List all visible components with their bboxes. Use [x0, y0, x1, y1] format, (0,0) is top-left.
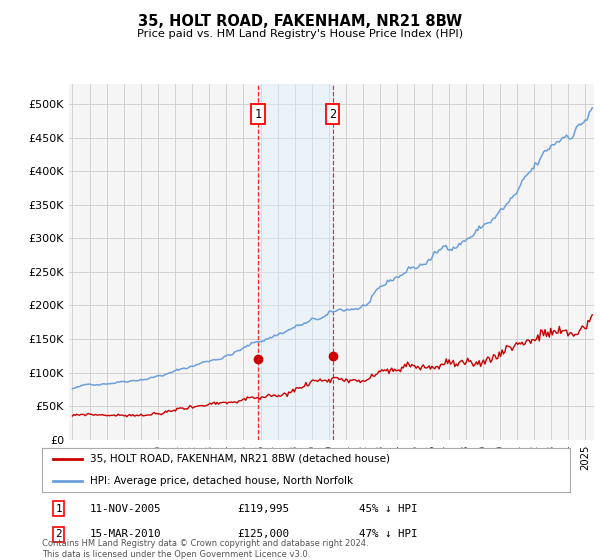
- Text: £119,995: £119,995: [238, 503, 289, 514]
- Text: 45% ↓ HPI: 45% ↓ HPI: [359, 503, 418, 514]
- Text: 47% ↓ HPI: 47% ↓ HPI: [359, 529, 418, 539]
- Text: 2: 2: [55, 529, 62, 539]
- Text: 2: 2: [329, 108, 336, 121]
- Text: Price paid vs. HM Land Registry's House Price Index (HPI): Price paid vs. HM Land Registry's House …: [137, 29, 463, 39]
- Text: 35, HOLT ROAD, FAKENHAM, NR21 8BW (detached house): 35, HOLT ROAD, FAKENHAM, NR21 8BW (detac…: [89, 454, 389, 464]
- Text: £125,000: £125,000: [238, 529, 289, 539]
- Text: HPI: Average price, detached house, North Norfolk: HPI: Average price, detached house, Nort…: [89, 476, 353, 486]
- Bar: [259, 84, 332, 440]
- Text: Contains HM Land Registry data © Crown copyright and database right 2024.
This d: Contains HM Land Registry data © Crown c…: [42, 539, 368, 559]
- Text: 1: 1: [255, 108, 262, 121]
- Text: 1: 1: [55, 503, 62, 514]
- Text: 35, HOLT ROAD, FAKENHAM, NR21 8BW: 35, HOLT ROAD, FAKENHAM, NR21 8BW: [138, 14, 462, 29]
- Text: 11-NOV-2005: 11-NOV-2005: [89, 503, 161, 514]
- Text: 15-MAR-2010: 15-MAR-2010: [89, 529, 161, 539]
